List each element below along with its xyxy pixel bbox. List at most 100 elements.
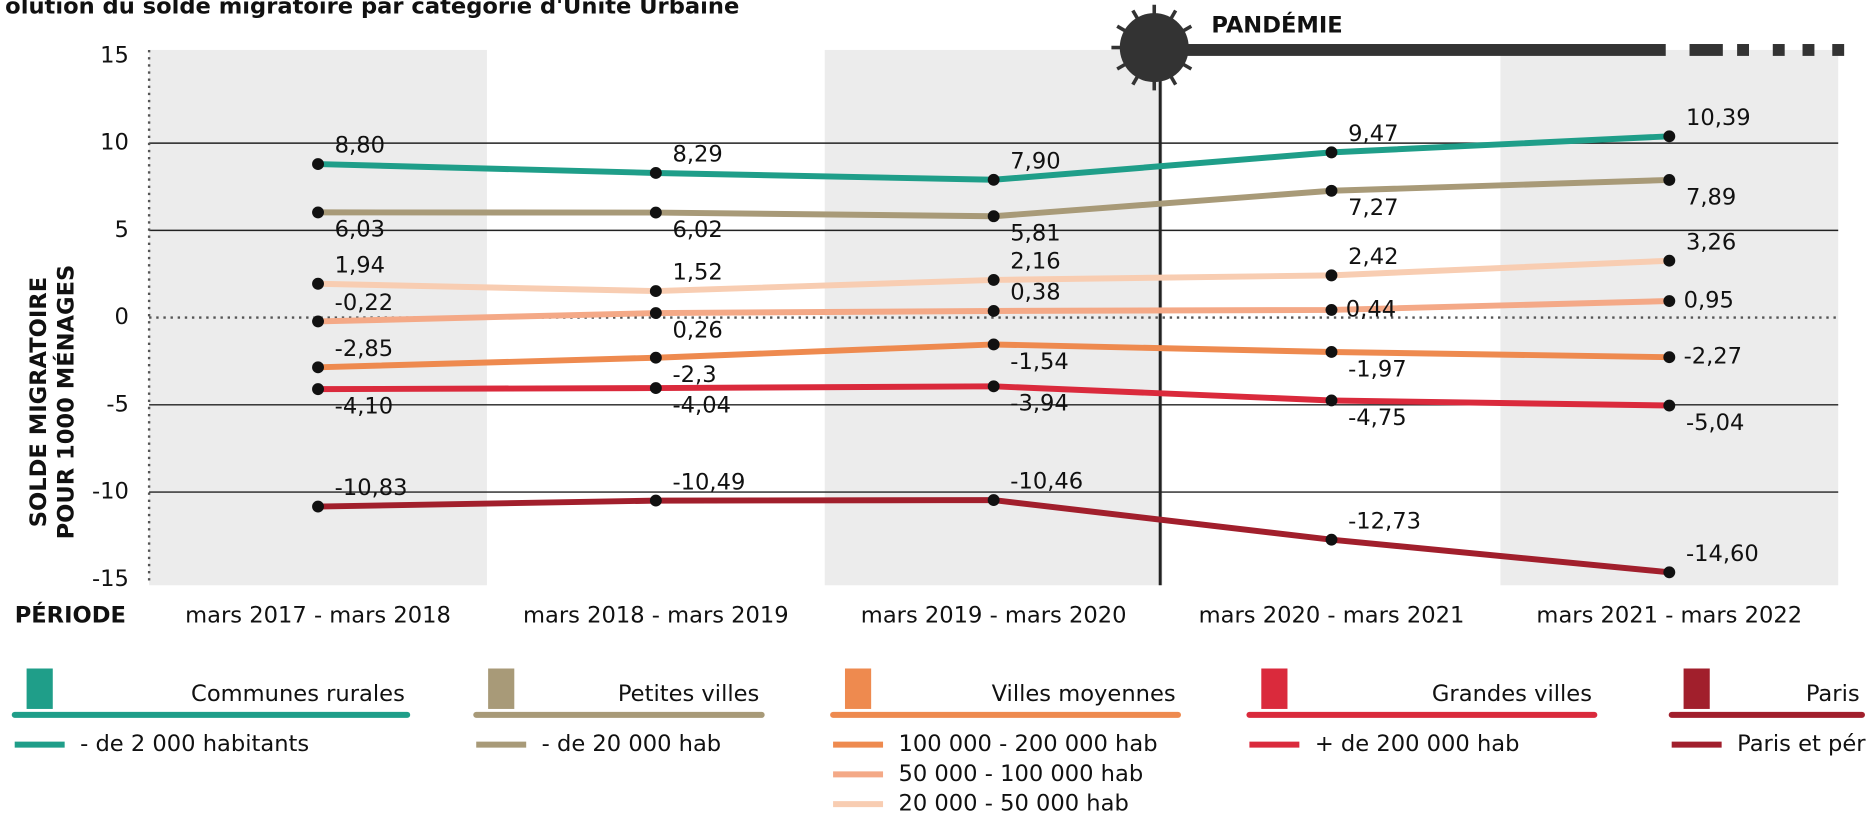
data-point (312, 361, 324, 374)
data-label: 10,39 (1686, 105, 1751, 131)
data-point (649, 307, 662, 320)
data-point (1325, 146, 1338, 159)
legend-label: 50 000 - 100 000 hab (899, 761, 1144, 787)
data-point (1325, 269, 1338, 282)
data-label: -5,04 (1686, 410, 1744, 436)
data-label: -10,83 (335, 475, 408, 501)
legend-group-title: Grandes villes (1432, 681, 1592, 707)
data-label: -1,54 (1010, 349, 1068, 375)
y-tick-label: -5 (106, 391, 129, 417)
data-point (987, 210, 1000, 223)
legend-icon (1683, 668, 1710, 709)
data-label: 5,81 (1010, 221, 1060, 247)
data-label: 7,27 (1348, 195, 1398, 221)
legend-group-title: Paris (1806, 681, 1860, 707)
legend-group-title: Communes rurales (191, 681, 405, 707)
data-label: -2,85 (335, 336, 393, 362)
data-point (1663, 566, 1676, 579)
data-point (1663, 295, 1676, 307)
data-label: 7,89 (1686, 184, 1736, 210)
data-label: -12,73 (1348, 508, 1421, 534)
data-point (649, 382, 662, 395)
data-point (312, 500, 324, 513)
data-label: -10,49 (672, 469, 745, 495)
data-label: -3,94 (1010, 391, 1068, 417)
pandemic-dash (1737, 44, 1749, 56)
data-label: 3,26 (1686, 229, 1736, 255)
legend-label: Paris et périphérie (1737, 731, 1866, 757)
data-point (1325, 303, 1338, 316)
data-point (1663, 351, 1676, 364)
y-tick-label: -15 (92, 566, 129, 592)
data-label: -2,27 (1684, 344, 1742, 370)
legend-icon (844, 668, 872, 709)
data-point (1325, 346, 1338, 358)
data-label: -2,3 (672, 362, 716, 388)
y-tick-label: 15 (100, 42, 129, 68)
annotation: PANDÉMIE (1211, 11, 1342, 39)
data-label: 6,03 (335, 217, 385, 243)
data-label: 9,47 (1348, 121, 1398, 147)
data-label: 2,16 (1010, 249, 1060, 275)
data-point (649, 285, 662, 298)
data-label: -4,10 (335, 393, 393, 419)
y-tick-label: 10 (100, 130, 129, 156)
data-point (987, 273, 1000, 286)
data-point (987, 380, 1000, 393)
virus-icon (1119, 13, 1189, 83)
x-tick-label: mars 2020 - mars 2021 (1199, 603, 1465, 629)
legend-group-title: Petites villes (618, 681, 759, 707)
data-point (649, 206, 662, 219)
pandemic-dash (1802, 44, 1815, 56)
pandemic-bar (1160, 44, 1666, 56)
data-label: -10,46 (1010, 469, 1083, 495)
data-point (312, 158, 324, 171)
data-label: 7,90 (1010, 148, 1060, 174)
chart-title: olution du solde migratoire par catégori… (5, 0, 739, 20)
legend-label: 100 000 - 200 000 hab (899, 731, 1158, 757)
y-tick-label: 5 (115, 217, 129, 243)
data-label: 8,29 (672, 142, 722, 168)
data-label: -1,97 (1348, 356, 1406, 382)
legend-group-title: Villes moyennes (992, 681, 1176, 707)
data-point (987, 173, 1000, 186)
data-point (1663, 130, 1676, 143)
x-tick-label: mars 2017 - mars 2018 (185, 603, 451, 629)
legend-icon (1261, 668, 1288, 709)
data-point (312, 206, 324, 219)
y-tick-label: -10 (92, 479, 129, 505)
y-axis-label: POUR 1000 MÉNAGES (52, 265, 80, 540)
data-label: 0,38 (1010, 280, 1060, 306)
pandemic-dash (1772, 44, 1785, 56)
data-label: 1,94 (335, 252, 385, 278)
data-point (312, 277, 324, 290)
data-point (1663, 254, 1676, 267)
data-point (1325, 184, 1338, 197)
legend-label: - de 2 000 habitants (80, 731, 309, 757)
data-point (649, 351, 662, 364)
data-label: -14,60 (1686, 541, 1759, 567)
data-point (987, 338, 1000, 351)
data-point (987, 494, 1000, 507)
x-tick-label: mars 2018 - mars 2019 (523, 603, 789, 629)
data-label: 1,52 (672, 260, 722, 286)
x-tick-label: mars 2019 - mars 2020 (861, 603, 1127, 629)
pandemic-dash (1689, 44, 1723, 56)
data-label: 0,26 (672, 317, 722, 343)
data-point (1325, 394, 1338, 407)
data-label: -4,04 (672, 392, 730, 418)
data-label: -4,75 (1348, 405, 1406, 431)
legend-label: - de 20 000 hab (542, 731, 722, 757)
data-point (987, 305, 1000, 317)
data-label: 0,44 (1346, 296, 1396, 322)
data-label: 8,80 (335, 133, 385, 159)
data-point (1663, 399, 1676, 412)
data-point (649, 494, 662, 507)
data-point (649, 167, 662, 179)
legend-label: 20 000 - 50 000 hab (899, 791, 1129, 816)
y-tick-label: 0 (115, 304, 129, 330)
pandemic-dash (1832, 44, 1845, 56)
data-label: 2,42 (1348, 244, 1398, 270)
